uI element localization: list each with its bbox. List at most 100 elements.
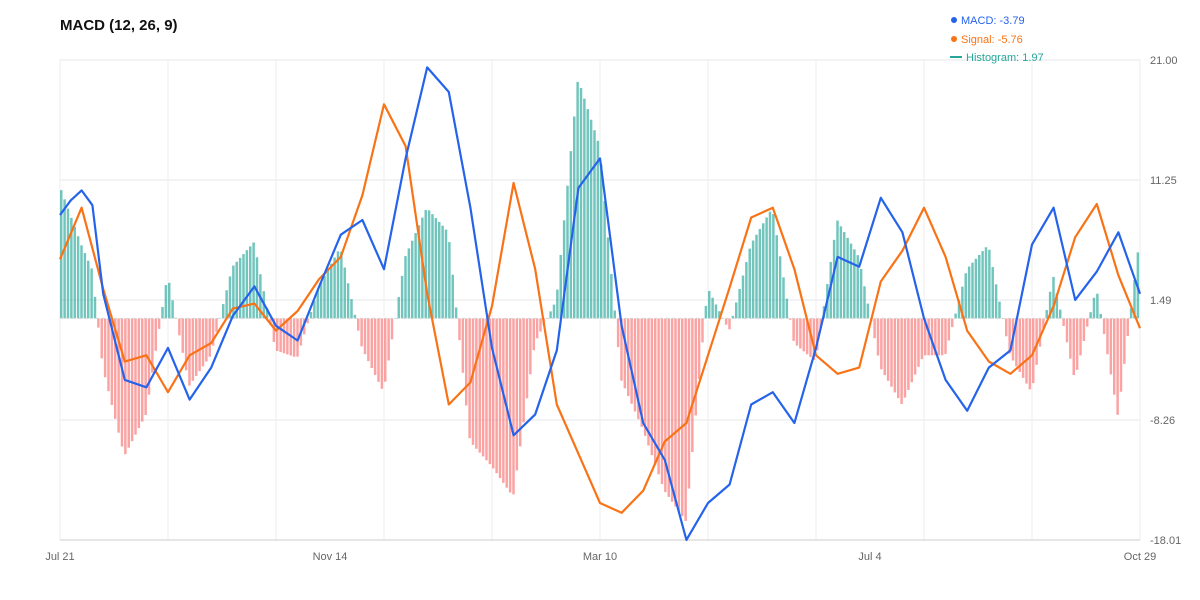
histogram-bar (687, 318, 691, 489)
histogram-bar (579, 87, 583, 319)
histogram-bar (161, 306, 164, 319)
histogram-bar (643, 318, 647, 436)
histogram-bar (117, 318, 120, 433)
histogram-bar (103, 318, 107, 378)
histogram-bar (218, 317, 222, 319)
histogram-bar (195, 318, 198, 376)
histogram-bar (66, 208, 70, 319)
histogram-bar (198, 318, 201, 372)
histogram-bar (343, 267, 346, 319)
histogram-bar (434, 218, 438, 319)
histogram-bar (465, 318, 468, 406)
histogram-bar (1021, 318, 1025, 378)
histogram-bar (772, 214, 775, 319)
histogram-bar (1126, 318, 1129, 336)
histogram-bar (640, 318, 643, 427)
histogram-bar (485, 318, 488, 461)
histogram-bar (1045, 310, 1048, 319)
histogram-bar (674, 318, 677, 507)
histogram-bar (164, 285, 168, 319)
histogram-bar (245, 250, 249, 319)
histogram-bar (279, 318, 282, 353)
histogram-bar (154, 318, 157, 351)
histogram-bar (76, 236, 80, 319)
histogram-bar (181, 318, 184, 353)
legend: MACD: -3.79 Signal: -5.76 Histogram: 1.9… (950, 15, 1044, 64)
histogram-bar (1069, 318, 1072, 359)
histogram-bar (782, 277, 785, 319)
histogram-bar (920, 318, 924, 360)
histogram-bar (606, 237, 610, 319)
histogram-bar (613, 310, 616, 319)
histogram-bar (988, 249, 991, 319)
histogram-bar (1018, 318, 1021, 373)
histogram-bar (832, 239, 836, 319)
histogram-bar (1102, 318, 1106, 335)
histogram-bar (417, 225, 421, 319)
histogram-bar (367, 318, 370, 362)
histogram-bar (350, 299, 353, 319)
histogram-bar (252, 242, 255, 319)
histogram-bar (1096, 293, 1099, 319)
histogram-bar (127, 318, 130, 448)
histogram-bar (83, 253, 87, 319)
histogram-bar (191, 318, 195, 381)
histogram-bar (552, 304, 556, 319)
histogram-bar (130, 318, 134, 442)
histogram-bar (1119, 318, 1123, 392)
histogram-bar (944, 318, 947, 354)
histogram-bar (498, 318, 502, 479)
histogram-bar (1038, 318, 1042, 347)
histogram-bar (313, 300, 316, 319)
histogram-bar (566, 185, 569, 319)
histogram-bar (238, 257, 242, 319)
histogram-bar (114, 318, 117, 419)
histogram-bar (1099, 313, 1102, 319)
histogram-bar (789, 318, 792, 320)
histogram-bar (232, 265, 235, 319)
histogram-bar (657, 318, 660, 475)
histogram-bar (616, 318, 620, 348)
histogram-bar (1072, 318, 1075, 376)
histogram-bar (913, 318, 917, 375)
histogram-bar (893, 318, 897, 393)
histogram-bar (296, 318, 299, 357)
histogram-bar (751, 240, 755, 319)
histogram-bar (451, 274, 454, 319)
histogram-bar (910, 318, 913, 383)
histogram-bar (708, 291, 711, 319)
histogram-bar (147, 318, 151, 395)
histogram-bar (947, 318, 951, 341)
histogram-bar (610, 273, 613, 319)
histogram-bar (886, 318, 890, 381)
histogram-bar (1052, 276, 1055, 319)
histogram-bar (1106, 318, 1109, 355)
histogram-bar (157, 318, 161, 329)
histogram-bar (110, 318, 114, 405)
histogram-bar (937, 318, 940, 356)
histogram-bar (839, 226, 843, 319)
macd-series-line (59, 66, 1142, 541)
histogram-bar (799, 318, 802, 349)
histogram-bar (107, 318, 110, 392)
histogram-bar (633, 318, 637, 412)
histogram-bar (427, 210, 431, 319)
legend-histogram-marker (950, 56, 962, 58)
histogram-bar (525, 318, 529, 399)
histogram-bar (748, 248, 751, 319)
histogram-bar (596, 140, 600, 319)
y-tick-label: 21.00 (1150, 55, 1178, 67)
histogram-bar (741, 275, 745, 319)
histogram-bar (502, 318, 505, 483)
histogram-bar (1086, 318, 1089, 327)
histogram-bar (876, 318, 880, 356)
histogram-bar (795, 318, 799, 346)
histogram-bar (70, 217, 73, 319)
histogram-bar (394, 318, 397, 319)
histogram-bar (492, 318, 495, 469)
legend-macd-label: MACD: -3.79 (961, 15, 1025, 27)
histogram-bar (816, 318, 819, 351)
histogram-bar (184, 318, 188, 371)
histogram-bar (630, 318, 633, 404)
